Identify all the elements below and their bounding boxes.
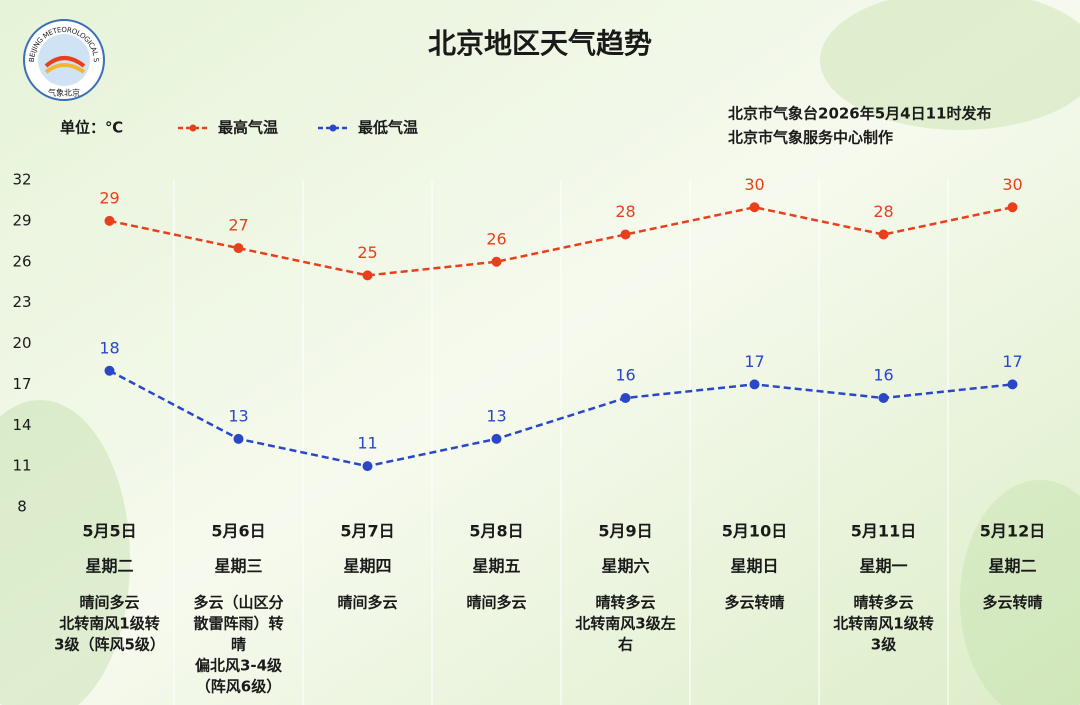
point (491, 433, 502, 444)
x-tick-label: 5月10日 (722, 522, 787, 541)
point (620, 393, 631, 403)
weather-text: 多云转晴 (982, 594, 1042, 612)
weather-text: 晴间多云 (337, 594, 397, 612)
data-label: 29 (99, 188, 119, 207)
weather-text: 偏北风3-4级 (195, 657, 283, 675)
logo-text: 气象北京 (48, 88, 80, 98)
point (491, 256, 502, 267)
weather-text: 晴间多云 (79, 594, 139, 612)
weekday: 星期五 (472, 557, 520, 576)
point (104, 365, 115, 376)
point (620, 229, 631, 240)
y-tick-label: 14 (12, 416, 31, 434)
weather-text: 晴间多云 (466, 594, 526, 612)
decor (960, 480, 1080, 705)
weekday: 星期二 (988, 557, 1036, 576)
point (233, 433, 244, 444)
data-label: 28 (615, 202, 635, 221)
x-tick-label: 5月5日 (82, 522, 136, 541)
y-tick-label: 32 (12, 171, 31, 189)
y-tick-label: 8 (17, 498, 27, 516)
point (362, 461, 373, 472)
unit-label: 单位：℃ (60, 119, 123, 137)
weekday: 星期二 (85, 557, 133, 576)
point (878, 393, 889, 403)
weather-text: 3级（阵风5级） (54, 636, 165, 654)
point (233, 243, 244, 254)
y-tick-label: 11 (12, 457, 31, 475)
y-tick-label: 20 (12, 334, 31, 352)
data-label: 13 (486, 406, 506, 425)
legend-label: 最高气温 (218, 119, 278, 137)
data-label: 30 (1002, 175, 1022, 194)
weather-text: 多云转晴 (724, 594, 784, 612)
weather-text: 晴转多云 (853, 594, 913, 612)
weather-text: 北转南风1级转 (59, 615, 159, 633)
data-label: 17 (744, 352, 764, 371)
weather-text: 右 (618, 636, 633, 654)
weather-text: 北转南风1级转 (833, 615, 933, 633)
data-label: 26 (486, 229, 506, 248)
x-tick-label: 5月6日 (211, 522, 265, 541)
weather-text: 散雷阵雨）转 (193, 615, 283, 633)
weekday: 星期日 (730, 557, 778, 576)
y-tick-label: 17 (12, 375, 31, 393)
point (362, 270, 373, 281)
legend-marker (329, 124, 337, 132)
y-tick-label: 26 (12, 252, 31, 270)
decor (0, 400, 130, 705)
publisher: 北京市气象台2026年5月4日11时发布 (728, 105, 992, 123)
weekday: 星期四 (343, 557, 391, 576)
point (1007, 202, 1018, 213)
x-tick-label: 5月8日 (469, 522, 523, 541)
data-label: 27 (228, 216, 248, 235)
point (104, 215, 115, 226)
data-label: 16 (873, 366, 893, 385)
x-tick-label: 5月11日 (851, 522, 916, 541)
weekday: 星期一 (859, 557, 907, 576)
data-label: 18 (99, 338, 119, 357)
weather-text: 多云（山区分 (193, 594, 283, 612)
weather-text: 晴转多云 (595, 594, 655, 612)
y-tick-label: 23 (12, 293, 31, 311)
point (878, 229, 889, 240)
publisher: 北京市气象服务中心制作 (728, 129, 893, 147)
data-label: 13 (228, 406, 248, 425)
point (749, 202, 760, 213)
x-tick-label: 5月7日 (340, 522, 394, 541)
series-line (108, 369, 1013, 468)
weekday: 星期三 (214, 557, 262, 576)
data-label: 25 (357, 243, 377, 262)
weather-text: 北转南风3级左 (575, 615, 675, 633)
weather-text: 3级 (871, 636, 897, 654)
legend-label: 最低气温 (358, 119, 418, 137)
data-label: 30 (744, 175, 764, 194)
data-label: 17 (1002, 352, 1022, 371)
decor (820, 0, 1080, 130)
data-label: 28 (873, 202, 893, 221)
weekday: 星期六 (601, 557, 649, 576)
x-tick-label: 5月9日 (598, 522, 652, 541)
y-tick-label: 29 (12, 211, 31, 229)
weather-text: 晴 (231, 636, 246, 654)
chart-title: 北京地区天气趋势 (428, 27, 652, 60)
legend-marker (189, 124, 197, 132)
data-label: 16 (615, 366, 635, 385)
point (1007, 379, 1018, 390)
weather-text: （阵风6级） (196, 678, 281, 696)
data-label: 11 (357, 434, 377, 453)
x-tick-label: 5月12日 (980, 522, 1045, 541)
point (749, 379, 760, 390)
